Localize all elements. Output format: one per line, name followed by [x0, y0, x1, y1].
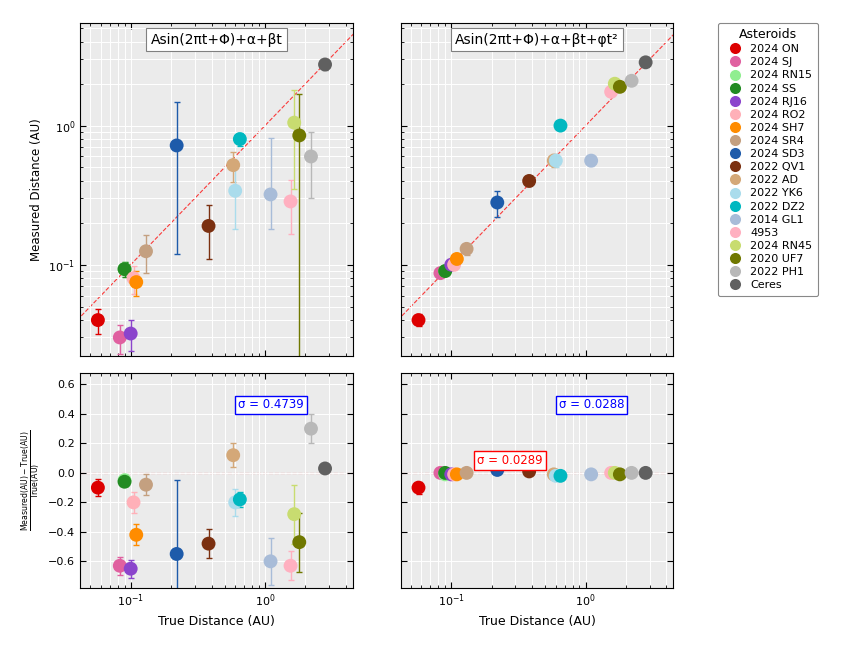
Point	[113, 332, 126, 342]
Point	[438, 266, 452, 276]
Text: σ = 0.4739: σ = 0.4739	[239, 399, 304, 412]
Point	[547, 156, 561, 166]
Point	[639, 468, 652, 478]
Point	[411, 315, 425, 325]
Text: σ = 0.0288: σ = 0.0288	[559, 399, 625, 412]
Point	[201, 539, 215, 549]
Point	[608, 468, 621, 478]
Point	[547, 469, 561, 479]
Point	[124, 563, 137, 574]
Point	[444, 260, 458, 270]
Point	[608, 79, 621, 89]
Point	[124, 328, 137, 339]
Point	[523, 176, 536, 186]
Point	[448, 260, 461, 270]
Point	[491, 464, 504, 475]
Point	[523, 466, 536, 477]
Text: Asin(2πt+Φ)+α+βt: Asin(2πt+Φ)+α+βt	[150, 32, 282, 47]
Point	[170, 549, 184, 559]
X-axis label: True Distance (AU): True Distance (AU)	[158, 615, 275, 628]
Point	[613, 81, 626, 92]
Point	[118, 264, 132, 275]
Point	[264, 556, 277, 567]
Point	[448, 469, 461, 479]
Point	[234, 494, 247, 505]
Point	[438, 266, 452, 276]
Point	[625, 468, 638, 478]
Point	[491, 197, 504, 207]
Point	[264, 189, 277, 200]
Point	[450, 469, 464, 479]
Point	[201, 221, 215, 231]
Y-axis label: $\frac{\mathrm{Measured(AU) - True(AU)}}{\mathrm{True(AU)}}$: $\frac{\mathrm{Measured(AU) - True(AU)}}…	[19, 430, 42, 531]
Point	[284, 196, 298, 207]
Point	[438, 469, 452, 479]
Point	[287, 118, 301, 128]
Point	[287, 509, 301, 519]
Point	[411, 483, 425, 493]
Point	[549, 156, 562, 166]
Point	[126, 273, 140, 284]
X-axis label: True Distance (AU): True Distance (AU)	[479, 615, 595, 628]
Point	[139, 479, 153, 490]
Point	[459, 468, 473, 478]
Point	[228, 185, 242, 196]
Point	[613, 469, 626, 479]
Point	[118, 264, 132, 275]
Point	[625, 76, 638, 86]
Point	[584, 156, 598, 166]
Point	[113, 561, 126, 571]
Point	[604, 87, 618, 97]
Point	[130, 530, 143, 540]
Point	[118, 477, 132, 487]
Point	[118, 475, 132, 485]
Point	[130, 277, 143, 287]
Point	[319, 59, 332, 70]
Point	[584, 469, 598, 479]
Point	[293, 537, 306, 547]
Point	[170, 140, 184, 151]
Point	[227, 160, 240, 171]
Point	[91, 483, 105, 493]
Point	[234, 134, 247, 144]
Text: Asin(2πt+Φ)+α+βt+φt²: Asin(2πt+Φ)+α+βt+φt²	[455, 32, 619, 47]
Point	[227, 450, 240, 461]
Point	[139, 246, 153, 256]
Point	[293, 130, 306, 141]
Legend: 2024 ON, 2024 SJ, 2024 RN15, 2024 SS, 2024 RJ16, 2024 RO2, 2024 SH7, 2024 SR4, 2: 2024 ON, 2024 SJ, 2024 RN15, 2024 SS, 20…	[718, 23, 818, 296]
Text: σ = 0.0289: σ = 0.0289	[477, 454, 543, 468]
Point	[319, 463, 332, 474]
Point	[459, 244, 473, 254]
Point	[554, 120, 567, 130]
Point	[304, 151, 318, 162]
Point	[438, 468, 452, 478]
Point	[284, 561, 298, 571]
Point	[639, 57, 652, 67]
Point	[304, 424, 318, 434]
Point	[549, 471, 562, 481]
Point	[444, 469, 458, 479]
Point	[126, 497, 140, 508]
Point	[604, 468, 618, 478]
Point	[433, 268, 447, 278]
Point	[450, 254, 464, 264]
Point	[228, 497, 242, 508]
Point	[433, 468, 447, 478]
Point	[91, 315, 105, 325]
Y-axis label: Measured Distance (AU): Measured Distance (AU)	[30, 118, 43, 261]
Point	[554, 471, 567, 481]
